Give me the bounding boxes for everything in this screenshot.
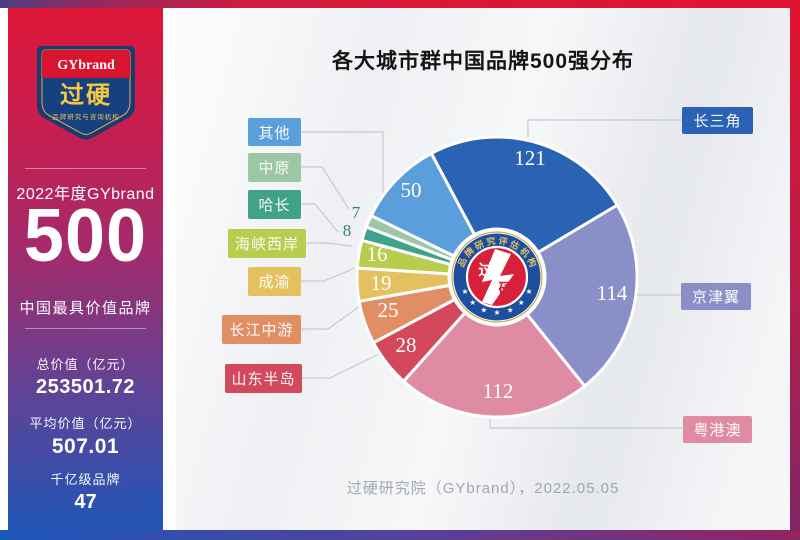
svg-text:★: ★ xyxy=(462,287,469,296)
callout-label-中原: 中原 xyxy=(248,153,301,182)
callout-label-成渝: 成渝 xyxy=(248,267,301,296)
leader-line-长三角 xyxy=(527,119,682,137)
leader-line-海峡西岸 xyxy=(306,242,353,247)
svg-text:究: 究 xyxy=(486,235,497,247)
value-label-京津翼: 114 xyxy=(597,281,628,305)
value-label-成渝: 19 xyxy=(371,271,392,295)
value-label-海峡西岸: 16 xyxy=(367,242,388,266)
value-label-哈长: 8 xyxy=(343,221,352,240)
leader-line-成渝 xyxy=(301,267,356,282)
stat-value: 47 xyxy=(74,491,97,513)
leader-line-哈长 xyxy=(301,203,339,233)
logo-name: 过硬 xyxy=(60,82,112,109)
seal-char-ying: 硬 xyxy=(498,281,514,298)
logo-wordmark: GYbrand xyxy=(57,58,115,73)
stat-average-value: 平均价值（亿元） 507.01 xyxy=(8,413,163,459)
logo-tagline: 品牌研究与咨询机构 xyxy=(52,112,120,121)
seal-char-guo: 过 xyxy=(478,261,493,279)
frame-top-strip xyxy=(0,0,800,8)
value-label-长江中游: 25 xyxy=(378,298,399,322)
leader-line-其他 xyxy=(301,131,384,193)
pie-slice-粤港澳 xyxy=(402,275,587,419)
stat-label: 平均价值（亿元） xyxy=(29,416,142,431)
stat-value: 253501.72 xyxy=(35,376,136,398)
list-subtitle: 中国最具价值品牌 xyxy=(19,300,152,317)
callout-label-哈长: 哈长 xyxy=(248,190,301,219)
leader-line-长江中游 xyxy=(301,305,361,330)
svg-text:★: ★ xyxy=(469,298,476,307)
svg-text:★: ★ xyxy=(481,306,488,315)
callout-label-长三角: 长三角 xyxy=(682,107,753,134)
value-label-山东半岛: 28 xyxy=(396,333,417,357)
sidebar-divider xyxy=(25,168,146,169)
svg-text:评: 评 xyxy=(498,235,509,247)
callout-label-京津翼: 京津翼 xyxy=(681,283,751,310)
callout-label-其他: 其他 xyxy=(248,118,301,146)
value-label-其他: 50 xyxy=(401,178,422,202)
leader-line-粤港澳 xyxy=(489,419,683,429)
callout-label-山东半岛: 山东半岛 xyxy=(225,364,302,393)
leader-line-山东半岛 xyxy=(302,352,382,379)
svg-text:★: ★ xyxy=(526,287,533,296)
stat-label: 千亿级品牌 xyxy=(50,472,121,487)
stat-value: 507.01 xyxy=(51,435,120,458)
sidebar-divider xyxy=(25,328,146,329)
pie-slice-长三角 xyxy=(429,135,619,279)
gybrand-shield-logo-icon: GYbrand 过硬 品牌研究与咨询机构 xyxy=(37,46,135,140)
callout-label-海峡西岸: 海峡西岸 xyxy=(228,229,306,258)
callout-label-长江中游: 长江中游 xyxy=(222,315,301,344)
value-label-粤港澳: 112 xyxy=(483,379,514,403)
value-label-中原: 7 xyxy=(352,203,361,222)
stat-label: 总价值（亿元） xyxy=(36,357,135,372)
frame-right-strip xyxy=(790,0,800,540)
chart-title: 各大城市群中国品牌500强分布 xyxy=(331,50,635,73)
big-500: 500 xyxy=(23,194,148,278)
svg-text:研: 研 xyxy=(473,239,486,252)
value-label-长三角: 121 xyxy=(514,146,546,170)
seal-stars: ★★★★★★★ xyxy=(462,287,533,317)
sidebar: GYbrand 过硬 品牌研究与咨询机构 2022年度GYbrand 500 中… xyxy=(8,8,163,530)
stat-total-value: 总价值（亿元） 253501.72 xyxy=(8,354,163,399)
svg-text:估: 估 xyxy=(507,237,521,251)
svg-text:★: ★ xyxy=(518,298,525,307)
guoying-seal-icon: 品牌研究评估机构 ★★★★★★★ 过 硬 xyxy=(447,227,547,327)
leader-line-中原 xyxy=(301,166,350,210)
svg-text:★: ★ xyxy=(507,306,514,315)
svg-text:★: ★ xyxy=(494,308,501,317)
svg-text:构: 构 xyxy=(525,256,539,269)
source-note: 过硬研究院（GYbrand），2022.05.05 xyxy=(346,480,620,497)
svg-text:品: 品 xyxy=(456,256,469,269)
stat-hundred-billion-brands: 千亿级品牌 47 xyxy=(8,469,163,514)
edition-year: 2022年度GYbrand xyxy=(16,186,155,203)
callout-label-粤港澳: 粤港澳 xyxy=(683,416,752,443)
pie-slice-京津翼 xyxy=(495,203,639,388)
frame-bottom-strip xyxy=(0,530,800,540)
